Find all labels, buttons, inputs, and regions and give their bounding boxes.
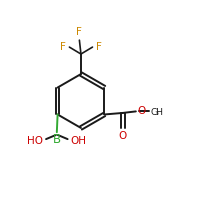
- Text: F: F: [60, 42, 66, 52]
- Text: F: F: [96, 42, 101, 52]
- Text: O: O: [137, 106, 145, 116]
- Text: OH: OH: [71, 136, 87, 146]
- Text: B: B: [53, 133, 61, 146]
- Text: CH: CH: [150, 108, 163, 117]
- Text: O: O: [119, 131, 127, 141]
- Text: 3: 3: [155, 111, 159, 116]
- Text: F: F: [76, 27, 82, 37]
- Text: HO: HO: [27, 136, 43, 146]
